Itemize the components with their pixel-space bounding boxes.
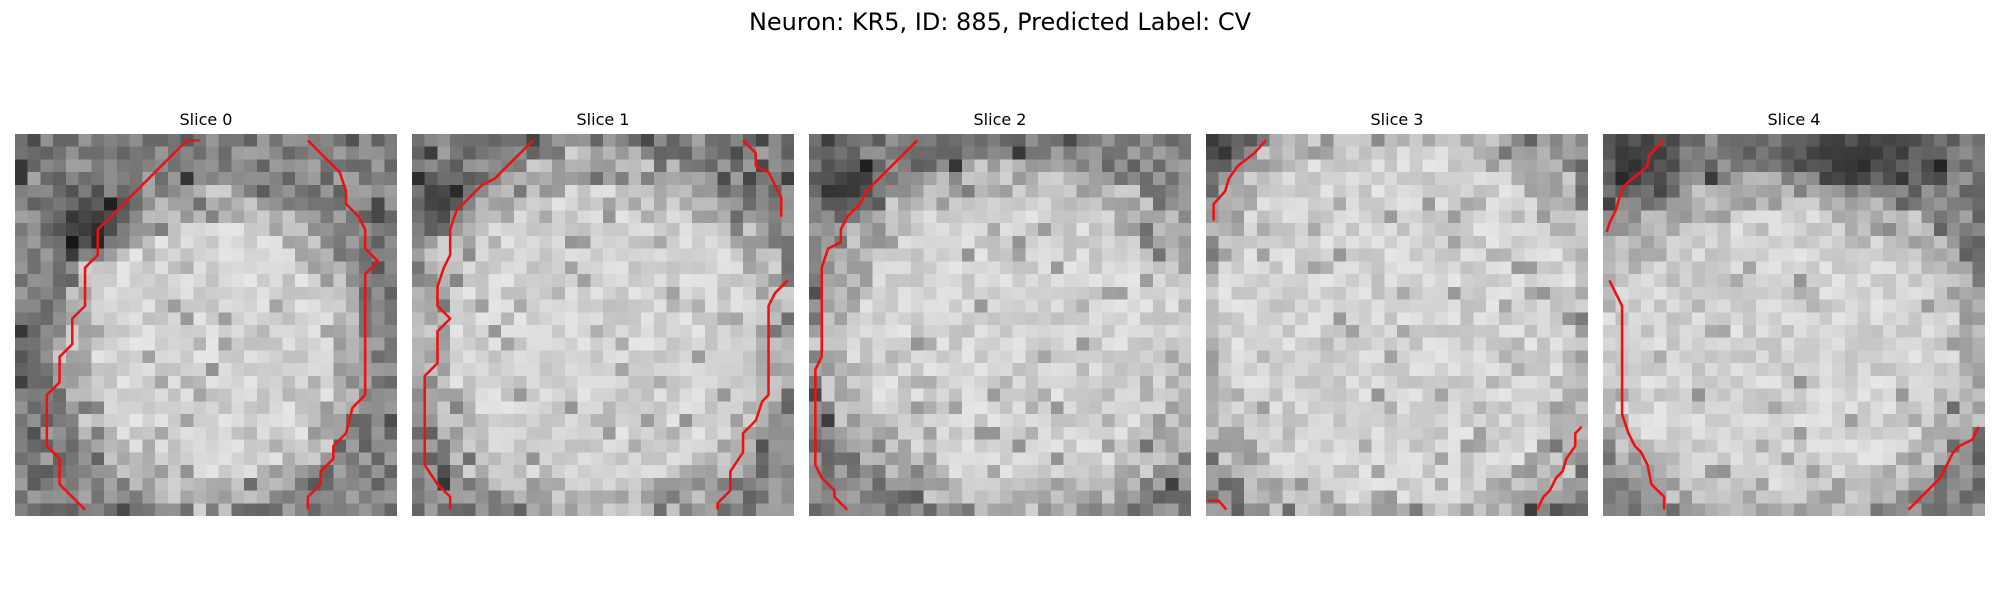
slice-image-4 — [1603, 134, 1985, 516]
slice-panel-3: Slice 3 — [1206, 108, 1588, 516]
contour-line-3-0 — [1212, 139, 1267, 221]
contour-line-2-0 — [814, 139, 919, 511]
contour-line-3-1 — [1208, 499, 1228, 511]
contour-line-1-0 — [423, 139, 534, 510]
slice-title-2: Slice 2 — [973, 110, 1027, 129]
contour-line-0-0 — [45, 139, 200, 511]
contour-line-1-2 — [716, 279, 789, 510]
slice-title-1: Slice 1 — [576, 110, 630, 129]
slice-title-0: Slice 0 — [179, 110, 233, 129]
figure-title: Neuron: KR5, ID: 885, Predicted Label: C… — [748, 8, 1252, 36]
contour-line-4-1 — [1608, 279, 1666, 510]
slice-title-3: Slice 3 — [1370, 110, 1424, 129]
slice-image-2 — [809, 134, 1191, 516]
slice-panel-2: Slice 2 — [809, 108, 1191, 516]
slice-panel-4: Slice 4 — [1603, 108, 1985, 516]
slice-panel-0: Slice 0 — [15, 108, 397, 516]
contour-line-4-0 — [1605, 139, 1664, 233]
contour-line-0-1 — [306, 139, 380, 510]
contour-line-1-1 — [742, 139, 783, 217]
slice-image-1 — [412, 134, 794, 516]
slice-title-4: Slice 4 — [1767, 110, 1821, 129]
slice-image-3 — [1206, 134, 1588, 516]
contour-line-3-2 — [1535, 425, 1583, 511]
slice-panel-1: Slice 1 — [412, 108, 794, 516]
contour-line-4-2 — [1907, 426, 1980, 511]
slice-image-0 — [15, 134, 397, 516]
